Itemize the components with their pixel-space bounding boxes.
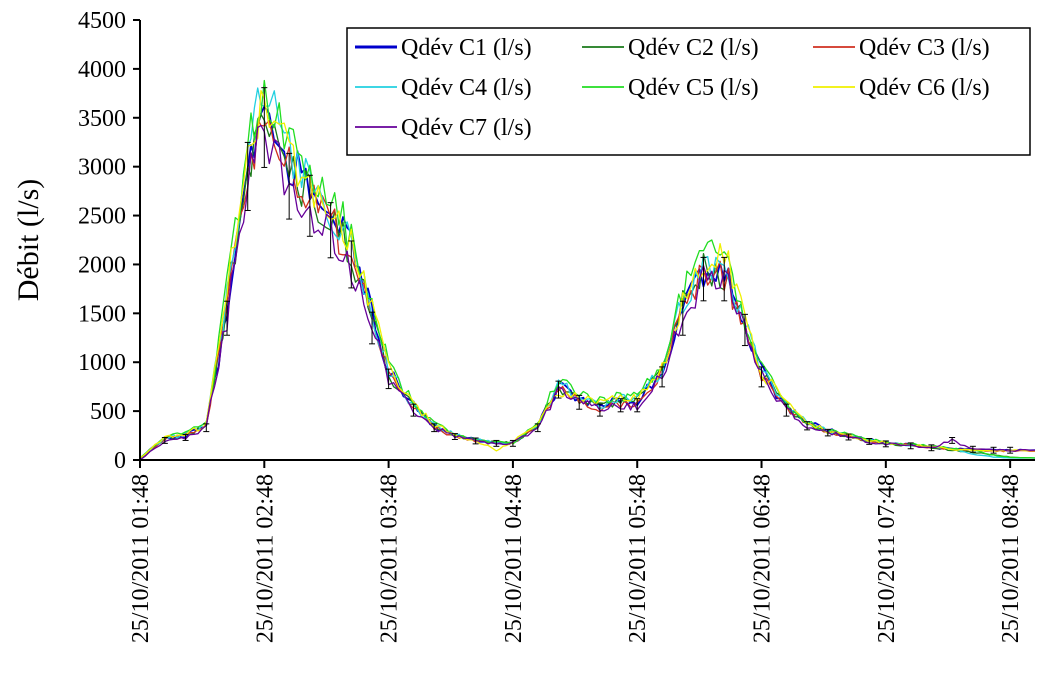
error-bar (659, 366, 666, 388)
y-tick-label: 2000 (78, 252, 126, 278)
x-tick-label: 25/10/2011 08:48 (998, 474, 1024, 643)
error-bar (493, 439, 500, 447)
error-bar (634, 398, 641, 413)
legend-item: Qdév C7 (l/s) (355, 115, 532, 141)
series-line-7 (139, 124, 1036, 461)
y-tick-label: 3500 (78, 106, 126, 132)
legend-box (346, 27, 1031, 156)
error-bar (509, 439, 516, 447)
error-bar (882, 440, 889, 448)
y-tick-label: 1000 (78, 350, 126, 376)
error-bar (369, 311, 376, 345)
error-bar (261, 87, 268, 168)
error-bar (617, 398, 624, 413)
error-bar (576, 394, 583, 410)
error-bar (306, 174, 313, 237)
error-bar (969, 445, 976, 453)
error-bar (327, 202, 334, 259)
legend-item: Qdév C2 (l/s) (582, 35, 759, 61)
error-bar (534, 423, 541, 433)
series-layer (139, 79, 1036, 461)
error-bar (1007, 446, 1014, 454)
x-tick-label: 25/10/2011 01:48 (128, 474, 154, 643)
error-bar (721, 256, 728, 302)
y-tick-label: 2500 (78, 204, 126, 230)
error-bar (286, 152, 293, 220)
x-tick-label: 25/10/2011 04:48 (501, 474, 527, 643)
legend-item: Qdév C3 (l/s) (813, 35, 990, 61)
y-axis-title: Débit (l/s) (12, 179, 45, 301)
legend-label: Qdév C3 (l/s) (859, 35, 990, 61)
y-tick-label: 4500 (78, 8, 126, 34)
error-bar (741, 313, 748, 347)
legend-label: Qdév C2 (l/s) (628, 35, 759, 61)
error-bar (203, 423, 210, 433)
error-bar (431, 423, 438, 433)
error-bar (224, 300, 231, 336)
legend-label: Qdév C4 (l/s) (401, 75, 532, 101)
error-bar (451, 433, 458, 440)
legend: Qdév C1 (l/s) Qdév C2 (l/s) Qdév C3 (l/s) Q… (346, 27, 1031, 156)
error-bar (555, 380, 562, 399)
y-tick-label: 4000 (78, 57, 126, 83)
y-tick-label: 500 (90, 399, 126, 425)
error-bar (385, 368, 392, 390)
error-bar (472, 437, 479, 445)
series-line-3 (139, 118, 1035, 459)
error-bar (845, 433, 852, 441)
y-tick-label: 3000 (78, 155, 126, 181)
legend-item: Qdév C1 (l/s) (355, 35, 532, 61)
error-bar (596, 403, 603, 417)
error-bar (679, 300, 686, 336)
y-tick-label: 1500 (78, 301, 126, 327)
error-bar (700, 256, 707, 302)
y-tick-label: 0 (114, 448, 126, 474)
error-bar (161, 437, 168, 444)
legend-label: Qdév C5 (l/s) (628, 75, 759, 101)
error-bar (928, 444, 935, 452)
error-bar (990, 446, 997, 454)
error-bar (244, 141, 251, 211)
x-tick-label: 25/10/2011 03:48 (377, 474, 403, 643)
error-bar (907, 442, 914, 450)
legend-label: Qdév C7 (l/s) (401, 115, 532, 141)
legend-item: Qdév C6 (l/s) (813, 75, 990, 101)
legend-item: Qdév C4 (l/s) (355, 75, 532, 101)
error-bar (949, 437, 956, 444)
x-tick-label: 25/10/2011 06:48 (750, 474, 776, 643)
legend-label: Qdév C1 (l/s) (401, 35, 532, 61)
error-bar (783, 403, 790, 417)
legend-item: Qdév C5 (l/s) (582, 75, 759, 101)
error-bar (182, 434, 189, 441)
axes-layer: 0 500 1000 1500 2000 2500 3000 3500 4000 4500 25/1… (78, 8, 1035, 643)
series-line-1 (139, 105, 1036, 459)
x-tick-label: 25/10/2011 02:48 (252, 474, 278, 643)
error-bar (348, 240, 355, 289)
legend-label: Qdév C6 (l/s) (859, 75, 990, 101)
x-tick-label: 25/10/2011 07:48 (874, 474, 900, 643)
x-tick-label: 25/10/2011 05:48 (625, 474, 651, 643)
error-bar (824, 428, 831, 437)
error-bar (758, 366, 765, 388)
error-bar (866, 437, 873, 445)
error-bar (804, 421, 811, 431)
error-bar (410, 403, 417, 417)
